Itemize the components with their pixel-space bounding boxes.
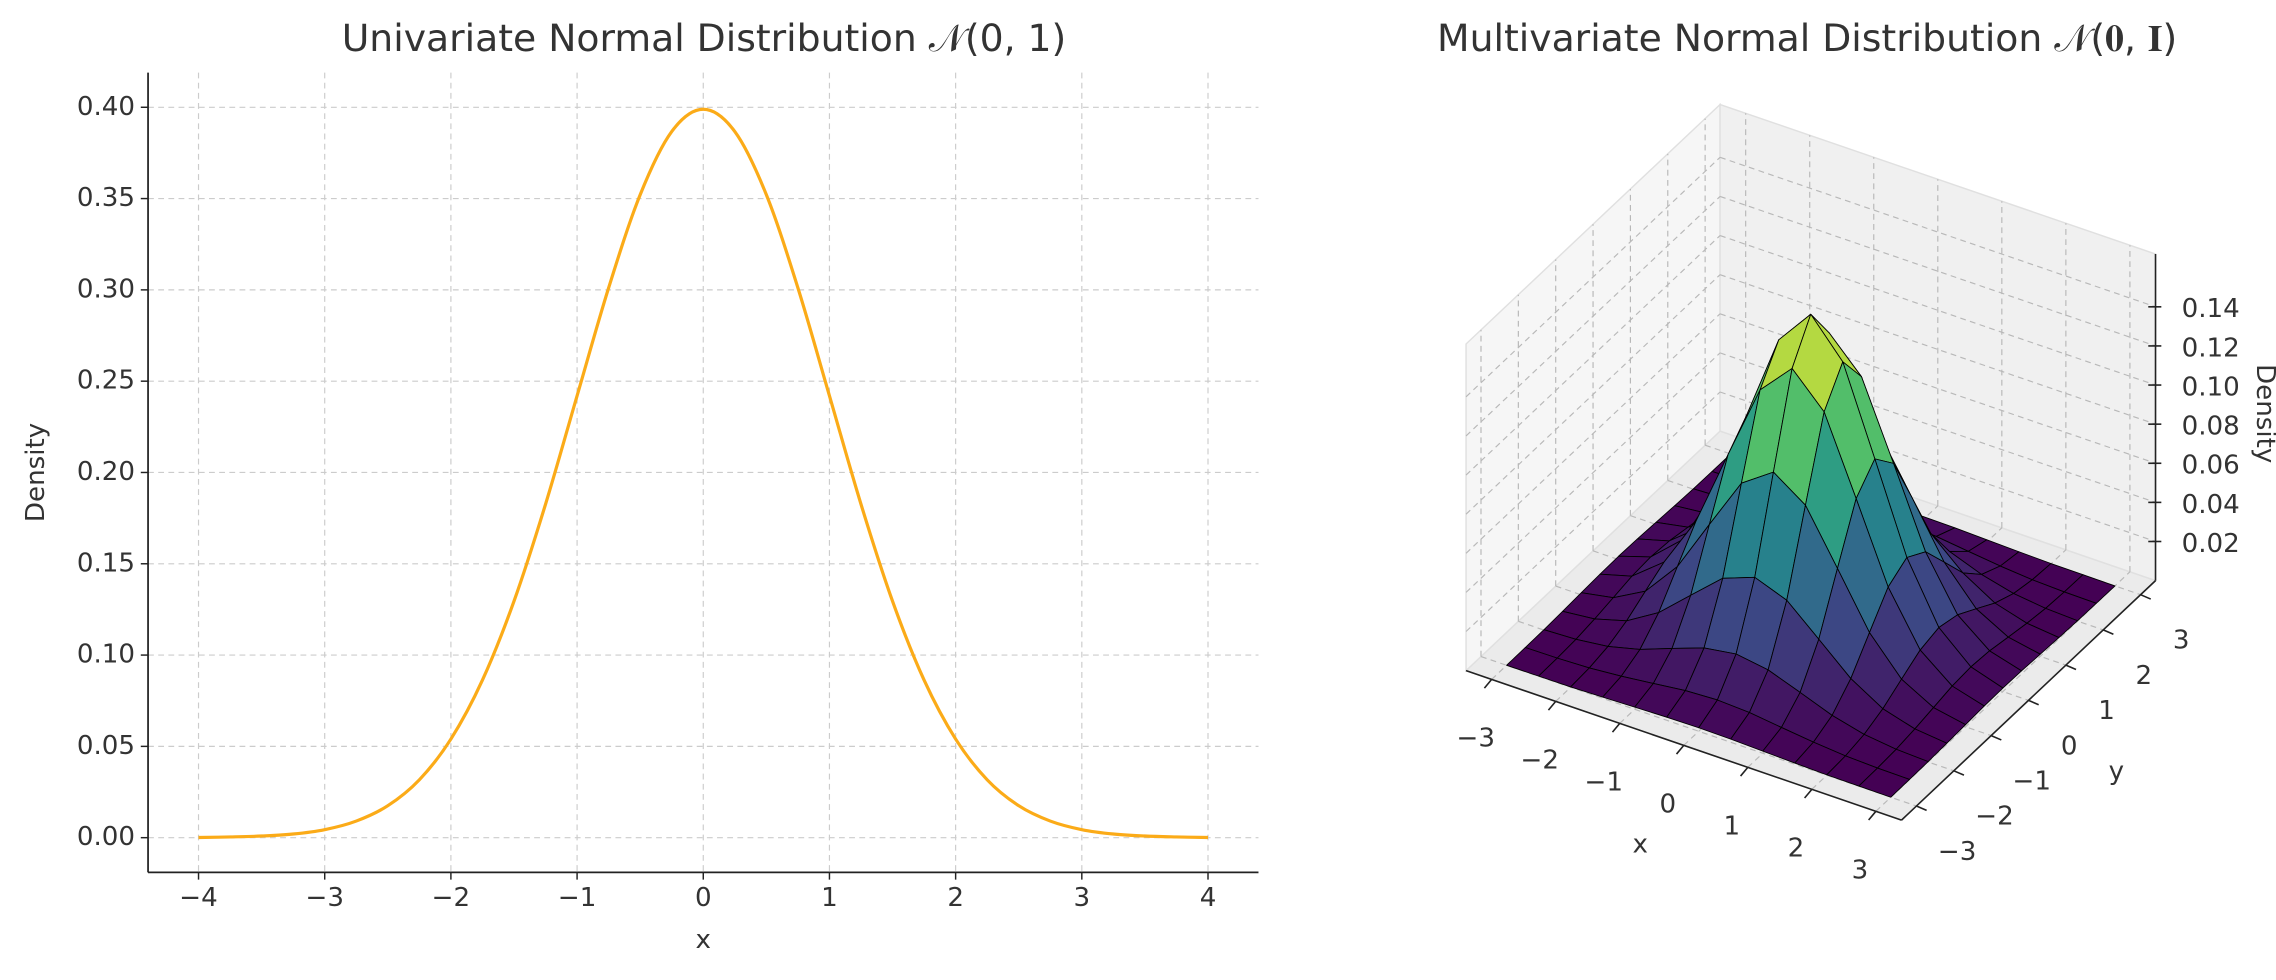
y-tick-label: −1 <box>2013 767 2051 797</box>
y-tick-label: 0.05 <box>77 731 135 761</box>
y-tick-mark <box>2065 664 2077 671</box>
x-tick-label: 1 <box>1724 811 1741 841</box>
y-tick-label: −2 <box>1975 802 2013 832</box>
y-axis-label: y <box>2109 757 2124 787</box>
y-tick-label: 0 <box>2061 731 2078 761</box>
grid-line <box>1719 274 2156 425</box>
x-tick-label: −4 <box>179 883 218 913</box>
x-tick-mark <box>1547 700 1557 711</box>
x-tick-label: −1 <box>558 883 597 913</box>
y-tick-label: 0.25 <box>77 366 135 396</box>
x-tick-label: −3 <box>305 883 344 913</box>
x-tick-label: −2 <box>432 883 471 913</box>
x-tick-mark <box>1675 744 1685 755</box>
grid-line <box>1465 235 1721 476</box>
z-tick-label: 0.08 <box>2182 412 2240 442</box>
grid-line <box>1465 196 1721 437</box>
x-tick-label: −2 <box>1520 745 1558 775</box>
z-axis-label: Density <box>2250 364 2276 463</box>
grid-line <box>1719 195 2156 347</box>
y-tick-mark <box>1916 805 1927 812</box>
y-tick-label: 0.35 <box>77 183 135 213</box>
x-tick-label: 1 <box>821 883 838 913</box>
y-tick-label: 1 <box>2098 696 2115 726</box>
surface-cell <box>1858 767 1910 798</box>
z-tick-label: 0.06 <box>2182 451 2240 481</box>
x-tick-mark <box>1868 810 1877 821</box>
y-tick-label: 0.40 <box>77 92 135 122</box>
x-tick-label: 3 <box>1852 855 1869 885</box>
grid-line <box>1719 234 2156 386</box>
y-tick-mark <box>1953 770 1965 776</box>
x-tick-label: 3 <box>1074 883 1091 913</box>
x-tick-mark <box>1611 722 1621 733</box>
x-axis-label: x <box>1633 829 1648 859</box>
z-tick-label: 0.10 <box>2182 372 2240 402</box>
y-tick-label: 0.10 <box>77 640 135 670</box>
grid-line <box>1465 391 1721 632</box>
y-tick-mark <box>1990 734 2002 741</box>
z-tick-label: 0.14 <box>2182 294 2240 324</box>
x-tick-label: 4 <box>1200 883 1217 913</box>
y-tick-label: 3 <box>2173 626 2190 656</box>
y-tick-label: 0.15 <box>77 548 135 578</box>
grid-line <box>1465 274 1721 515</box>
x-tick-mark <box>1483 678 1493 689</box>
x-tick-label: 2 <box>1788 833 1805 863</box>
z-tick-label: 0.04 <box>2182 490 2240 520</box>
chart-title: Univariate Normal Distribution 𝒩(0, 1) <box>342 16 1067 60</box>
y-tick-mark <box>2140 593 2152 600</box>
x-axis-label: x <box>696 925 711 955</box>
y-tick-mark <box>2028 699 2039 706</box>
x-tick-label: −3 <box>1456 723 1495 753</box>
y-tick-label: 2 <box>2136 661 2153 691</box>
x-tick-mark <box>1803 788 1813 799</box>
x-tick-label: 0 <box>695 883 712 913</box>
y-tick-label: 0.30 <box>77 274 135 304</box>
x-tick-label: −1 <box>1585 767 1624 797</box>
y-axis-label: Density <box>21 423 51 522</box>
y-tick-mark <box>2102 629 2114 636</box>
chart-title: Multivariate Normal Distribution 𝒩(𝟎, 𝐈) <box>1437 16 2177 60</box>
grid-line <box>1465 156 1721 398</box>
y-tick-label: 0.00 <box>77 822 135 852</box>
x-tick-label: 0 <box>1659 789 1676 819</box>
grid-line <box>1465 313 1721 554</box>
grid-line <box>1465 352 1721 593</box>
grid-line <box>1719 156 2156 308</box>
z-tick-label: 0.02 <box>2182 529 2240 559</box>
y-tick-label: 0.20 <box>77 457 135 487</box>
x-tick-label: 2 <box>947 883 964 913</box>
grid-line <box>1875 571 2131 812</box>
density-curve <box>198 107 1209 840</box>
z-tick-label: 0.12 <box>2182 333 2240 363</box>
x-tick-mark <box>1739 766 1749 777</box>
y-tick-label: −3 <box>1938 837 1977 867</box>
